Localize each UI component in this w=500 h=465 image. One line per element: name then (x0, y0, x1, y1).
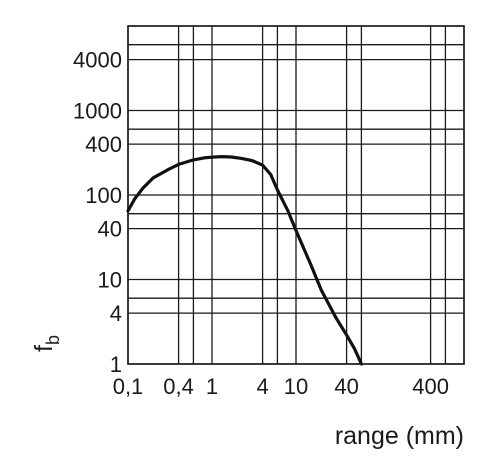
x-tick-labels: 0,1 0,4 1 4 10 40 400 (113, 374, 449, 399)
y-tick-label-0: 1 (110, 352, 122, 377)
series-line-0 (126, 155, 363, 366)
series-layer (126, 155, 363, 366)
y-axis-label: fb (30, 335, 63, 352)
grid (127, 25, 465, 365)
x-tick-label-0: 0,1 (113, 374, 144, 399)
y-axis-label-subscript: b (43, 335, 63, 345)
y-tick-label-2: 10 (98, 268, 122, 293)
y-axis-label-main: f (30, 345, 58, 352)
y-tick-labels: 1 4 10 40 100 400 1000 4000 (73, 48, 122, 377)
y-tick-label-7: 4000 (73, 48, 122, 73)
y-tick-label-4: 100 (85, 183, 122, 208)
x-axis-label: range (mm) (335, 422, 464, 450)
x-tick-label-3: 4 (256, 374, 268, 399)
x-tick-label-5: 40 (334, 374, 358, 399)
y-tick-label-5: 400 (85, 132, 122, 157)
y-tick-label-6: 1000 (73, 99, 122, 124)
x-tick-label-1: 0,4 (163, 374, 194, 399)
x-tick-label-2: 1 (206, 374, 218, 399)
x-tick-label-4: 10 (284, 374, 308, 399)
y-tick-label-3: 40 (98, 217, 122, 242)
plot-frame (127, 25, 465, 365)
x-tick-label-6: 400 (412, 374, 449, 399)
y-tick-label-1: 4 (110, 301, 122, 326)
